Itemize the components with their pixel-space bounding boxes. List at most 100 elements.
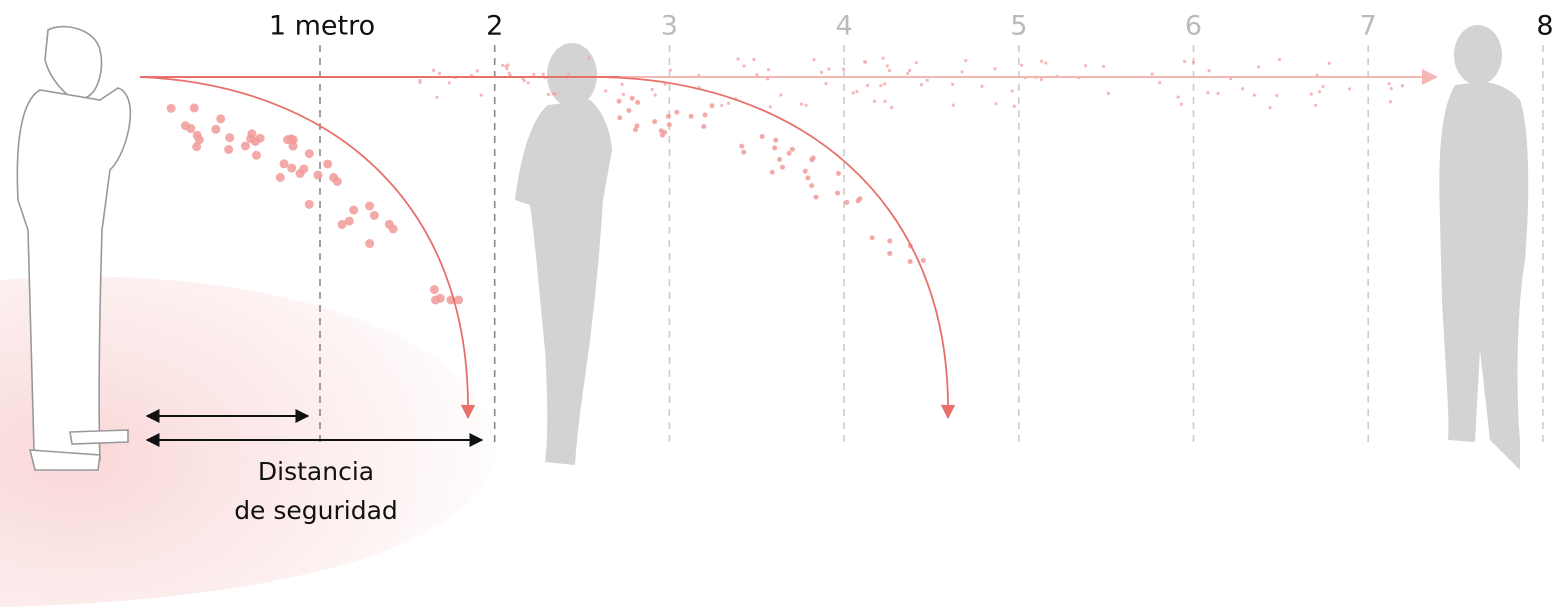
droplet: [287, 163, 297, 173]
aerosol: [1044, 61, 1048, 65]
droplet: [216, 114, 226, 124]
aerosol: [1019, 63, 1024, 67]
aerosol: [620, 82, 624, 86]
aerosol: [604, 89, 608, 93]
aerosol: [726, 101, 731, 105]
droplet: [773, 137, 779, 143]
aerosol: [1387, 82, 1391, 86]
aerosol: [1040, 59, 1044, 63]
droplet: [701, 123, 707, 129]
aerosol: [766, 77, 770, 81]
droplet: [211, 124, 221, 134]
aerosol: [653, 93, 657, 97]
aerosol: [1321, 84, 1325, 89]
droplet: [384, 219, 394, 229]
distance-label: 2: [486, 11, 503, 42]
droplet: [616, 98, 622, 104]
distance-label: 8: [1536, 11, 1553, 42]
aerosol: [1012, 104, 1016, 108]
aerosol: [766, 67, 771, 72]
droplet-trajectory: [139, 76, 476, 420]
droplet: [166, 103, 176, 113]
droplet: [769, 169, 775, 175]
droplet: [186, 124, 196, 134]
aerosol: [720, 103, 724, 108]
caption-line: de seguridad: [234, 496, 398, 525]
aerosol: [1083, 64, 1088, 68]
droplet: [810, 155, 816, 161]
aerosol: [883, 82, 887, 86]
droplet: [887, 250, 893, 256]
aerosol: [819, 70, 824, 74]
aerosol: [906, 71, 910, 76]
droplet: [251, 150, 261, 160]
aerosol: [864, 60, 868, 64]
droplet: [652, 119, 658, 125]
aerosol: [883, 99, 887, 103]
droplet: [225, 133, 235, 143]
droplet: [702, 112, 708, 118]
aerosol: [925, 78, 929, 82]
aerosol: [1039, 77, 1043, 82]
droplet: [779, 164, 785, 170]
distance-label: 7: [1360, 11, 1377, 42]
droplet: [189, 103, 199, 113]
aerosol: [1102, 64, 1106, 69]
droplet: [666, 122, 672, 128]
aerosol: [1191, 60, 1196, 64]
aerosol: [505, 66, 509, 71]
aerosol: [1179, 102, 1184, 106]
distance-labels: 1 metro 2 3 4 5 6 7 8: [269, 11, 1554, 42]
droplet: [365, 239, 375, 249]
droplet: [323, 159, 333, 169]
aerosol: [1388, 100, 1393, 104]
aerosol: [1275, 93, 1279, 98]
aerosol: [1183, 59, 1187, 63]
droplet: [313, 170, 323, 180]
droplet: [674, 109, 680, 115]
aerosol: [435, 95, 439, 99]
droplet: [844, 199, 850, 205]
aerosol: [755, 73, 759, 77]
droplet: [920, 257, 926, 263]
droplet: [275, 172, 285, 182]
droplet: [224, 145, 234, 155]
droplet: [240, 141, 250, 151]
aerosol: [1207, 69, 1211, 73]
aerosol: [908, 68, 912, 73]
droplet: [369, 210, 379, 220]
aerosol: [980, 84, 984, 88]
aerosol: [842, 67, 846, 71]
distance-label: 6: [1185, 11, 1202, 42]
droplet: [741, 149, 747, 155]
aerosol: [447, 81, 451, 85]
aerosol: [1106, 91, 1111, 95]
aerosol: [1309, 92, 1313, 96]
droplet: [869, 235, 875, 241]
aerosol: [736, 57, 740, 61]
aerosol: [804, 103, 808, 107]
aerosol: [475, 69, 479, 73]
droplet: [435, 293, 445, 303]
droplet: [786, 150, 792, 156]
aerosol: [532, 72, 536, 77]
droplet: [299, 164, 309, 174]
droplet: [288, 141, 298, 151]
aerosol: [872, 99, 877, 103]
droplet: [454, 295, 464, 305]
droplet: [659, 132, 665, 138]
droplet: [802, 168, 808, 174]
aerosol: [920, 83, 924, 87]
aerosol: [522, 79, 526, 83]
aerosol: [950, 82, 955, 86]
aerosol: [779, 93, 783, 97]
droplet: [709, 103, 715, 109]
aerosol: [526, 81, 530, 85]
distance-label: 3: [661, 11, 678, 42]
droplet: [337, 220, 347, 230]
droplet: [813, 194, 819, 200]
aerosol: [851, 91, 855, 95]
droplet: [688, 113, 694, 119]
droplets: [166, 56, 1405, 305]
